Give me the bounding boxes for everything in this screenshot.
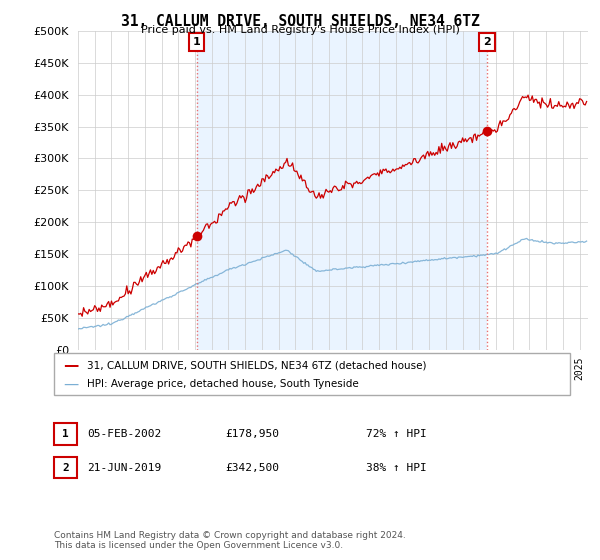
Text: —: — bbox=[63, 377, 78, 392]
Text: 05-FEB-2002: 05-FEB-2002 bbox=[87, 429, 161, 439]
Text: Contains HM Land Registry data © Crown copyright and database right 2024.
This d: Contains HM Land Registry data © Crown c… bbox=[54, 530, 406, 550]
Text: 38% ↑ HPI: 38% ↑ HPI bbox=[366, 463, 427, 473]
Text: 21-JUN-2019: 21-JUN-2019 bbox=[87, 463, 161, 473]
Text: 1: 1 bbox=[62, 429, 69, 439]
Text: £342,500: £342,500 bbox=[225, 463, 279, 473]
Text: 72% ↑ HPI: 72% ↑ HPI bbox=[366, 429, 427, 439]
Text: 31, CALLUM DRIVE, SOUTH SHIELDS, NE34 6TZ: 31, CALLUM DRIVE, SOUTH SHIELDS, NE34 6T… bbox=[121, 14, 479, 29]
Text: 31, CALLUM DRIVE, SOUTH SHIELDS, NE34 6TZ (detached house): 31, CALLUM DRIVE, SOUTH SHIELDS, NE34 6T… bbox=[87, 361, 427, 370]
Text: —: — bbox=[63, 358, 79, 373]
Text: Price paid vs. HM Land Registry's House Price Index (HPI): Price paid vs. HM Land Registry's House … bbox=[140, 25, 460, 35]
Bar bbox=[197, 31, 487, 350]
Text: 1: 1 bbox=[193, 37, 200, 47]
Text: 2: 2 bbox=[483, 37, 491, 47]
Text: 2: 2 bbox=[62, 463, 69, 473]
Text: HPI: Average price, detached house, South Tyneside: HPI: Average price, detached house, Sout… bbox=[87, 379, 359, 389]
Text: £178,950: £178,950 bbox=[225, 429, 279, 439]
